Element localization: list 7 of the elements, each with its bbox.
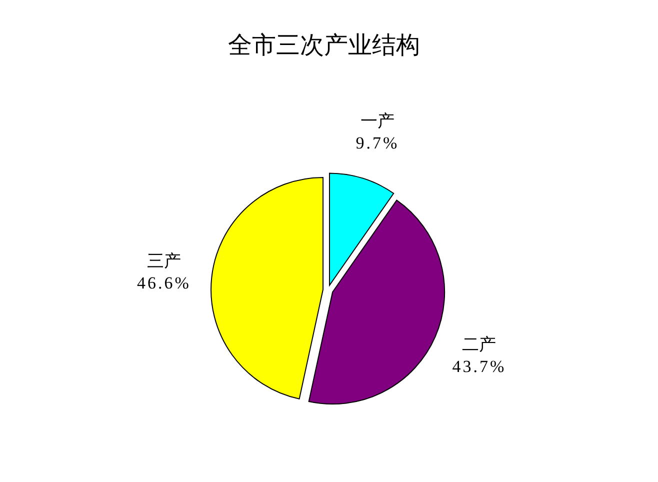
- data-label: 9.7%: [356, 134, 400, 153]
- slice-label: 三产: [146, 251, 181, 270]
- data-label: 46.6%: [136, 273, 191, 292]
- data-label: 43.7%: [452, 357, 506, 376]
- chart-title: 全市三次产业结构: [228, 32, 420, 59]
- slice-label: 一产: [360, 112, 395, 131]
- slice-label: 二产: [462, 335, 496, 354]
